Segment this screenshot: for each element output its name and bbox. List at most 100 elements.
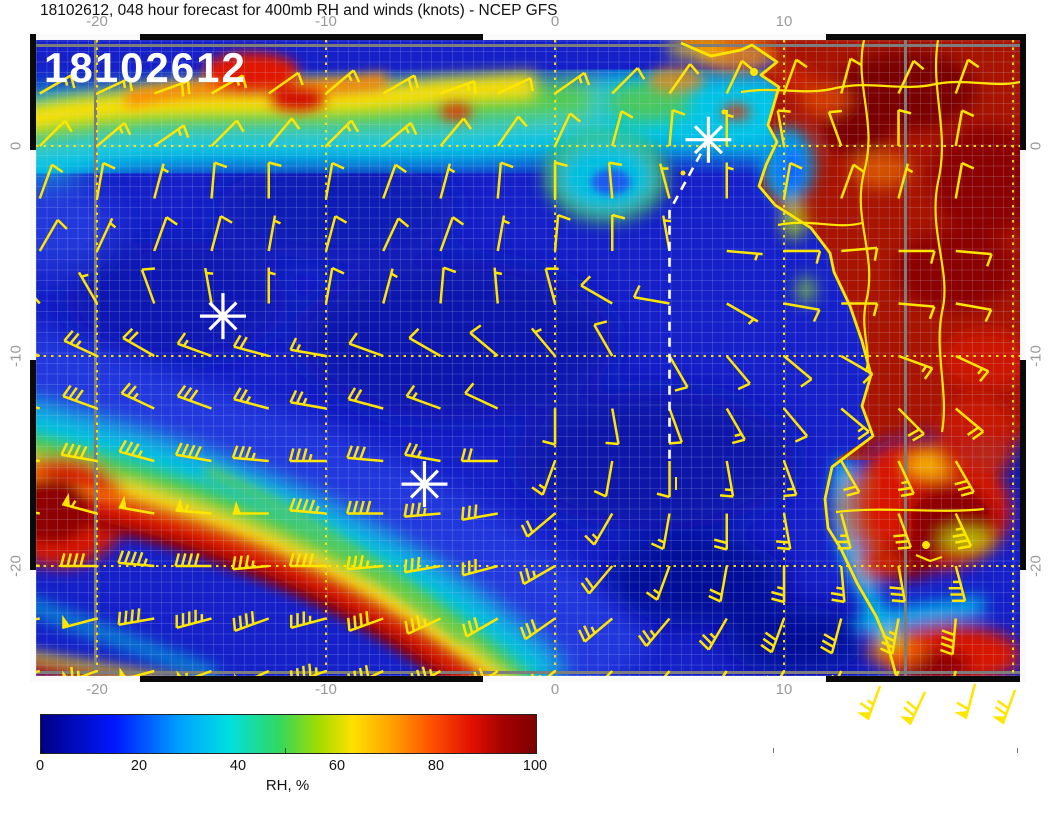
wind-barb xyxy=(140,267,156,304)
wind-barb xyxy=(841,302,879,317)
wind-barb xyxy=(267,117,301,147)
axis-tick-label-top: -10 xyxy=(315,13,337,30)
wind-barb xyxy=(461,504,498,521)
wind-barb xyxy=(346,554,384,571)
wind-barb xyxy=(288,553,326,568)
wind-barb xyxy=(530,670,556,676)
wind-barb xyxy=(783,355,813,388)
wind-barb xyxy=(60,442,98,463)
map-canvas: 18102612 xyxy=(36,40,1020,676)
axis-tick-label-bottom: 10 xyxy=(775,681,793,698)
wind-barb xyxy=(897,407,925,442)
wind-barb xyxy=(347,387,384,410)
axis-tick-label-right: 0 xyxy=(1027,141,1045,151)
wind-barb xyxy=(879,618,900,656)
wind-barb xyxy=(403,442,441,463)
wind-barb xyxy=(954,109,975,147)
wind-barb xyxy=(519,564,556,586)
wind-barb xyxy=(663,670,671,676)
wind-barb xyxy=(497,77,534,95)
wind-barb xyxy=(553,112,581,147)
wind-barb xyxy=(36,406,41,410)
wind-barb xyxy=(632,284,670,305)
wind-barb xyxy=(62,384,98,410)
wind-barb xyxy=(835,513,852,550)
wind-barb xyxy=(857,685,882,721)
wind-barb xyxy=(324,266,345,304)
wind-barb xyxy=(719,460,735,498)
wind-barb xyxy=(288,497,327,515)
wind-barb xyxy=(897,59,925,95)
wind-barb xyxy=(992,689,1017,725)
wind-barb xyxy=(611,67,646,95)
wind-barb xyxy=(36,511,40,515)
wind-barb xyxy=(267,215,282,252)
page-title: 18102612, 048 hour forecast for 400mb RH… xyxy=(40,2,558,19)
wind-barb xyxy=(544,267,559,304)
wind-barb xyxy=(593,320,614,357)
wind-barb xyxy=(38,218,68,252)
wind-barb xyxy=(347,611,384,632)
wind-barb xyxy=(841,246,879,261)
gridline-lat xyxy=(36,145,1020,147)
wind-barb xyxy=(59,553,97,568)
colorbar-tick-label: 100 xyxy=(522,758,548,774)
wind-barb xyxy=(175,498,212,515)
wind-barb xyxy=(210,215,233,252)
axis-tick-label-left: -20 xyxy=(7,555,25,577)
wind-barb xyxy=(63,330,98,358)
wind-barb xyxy=(645,565,671,601)
map-frame-bottom xyxy=(30,676,1026,682)
wind-barb xyxy=(231,445,269,463)
overlay-datetime-label: 18102612 xyxy=(44,44,247,91)
wind-barb xyxy=(176,332,212,358)
rh-field-layer xyxy=(36,40,1020,676)
wind-barb xyxy=(36,617,40,621)
wind-barb xyxy=(668,355,689,392)
wind-barb xyxy=(708,565,728,603)
gridline-lat xyxy=(36,565,1020,567)
wind-barb xyxy=(38,119,73,147)
wind-barb xyxy=(464,382,499,410)
island-dot xyxy=(750,68,758,76)
colorbar-minor-tick xyxy=(41,748,42,753)
wind-barb xyxy=(36,353,41,358)
colorbar-minor-tick xyxy=(529,748,531,753)
wind-barb xyxy=(668,63,700,95)
wind-barb xyxy=(267,267,276,304)
wind-barb xyxy=(899,691,927,726)
wind-barb xyxy=(174,442,212,463)
wind-barb xyxy=(289,337,327,358)
wind-barb xyxy=(289,611,327,630)
wind-barb xyxy=(174,553,212,568)
wind-barb xyxy=(39,74,76,95)
wind-barb xyxy=(784,249,822,264)
wind-barb xyxy=(542,408,557,446)
wind-barb xyxy=(725,59,753,95)
wind-barb xyxy=(232,334,270,358)
wind-barbs xyxy=(36,57,993,676)
colorbar xyxy=(40,714,1019,754)
wind-barb xyxy=(840,163,865,199)
wind-barb xyxy=(77,271,99,305)
wind-barb xyxy=(840,57,863,94)
wind-barb xyxy=(656,461,671,499)
gridline-lon xyxy=(325,40,327,676)
wind-barb xyxy=(118,439,155,463)
wind-barb xyxy=(658,163,671,199)
wind-barb xyxy=(897,108,912,146)
colorbar-minor-tick xyxy=(285,748,287,753)
wind-barb xyxy=(461,558,499,577)
wind-barb xyxy=(827,109,843,147)
wind-barb xyxy=(726,249,763,261)
wind-barb xyxy=(898,249,936,264)
wind-barb xyxy=(176,384,212,410)
wind-barb xyxy=(324,161,345,199)
gridline-lat xyxy=(36,355,1020,357)
wind-barb xyxy=(952,512,973,550)
overflow-wind-barbs xyxy=(857,683,1017,726)
wind-barb xyxy=(324,215,348,252)
wind-barb xyxy=(897,460,915,498)
wind-barb xyxy=(493,267,503,304)
wind-barb xyxy=(289,389,327,410)
